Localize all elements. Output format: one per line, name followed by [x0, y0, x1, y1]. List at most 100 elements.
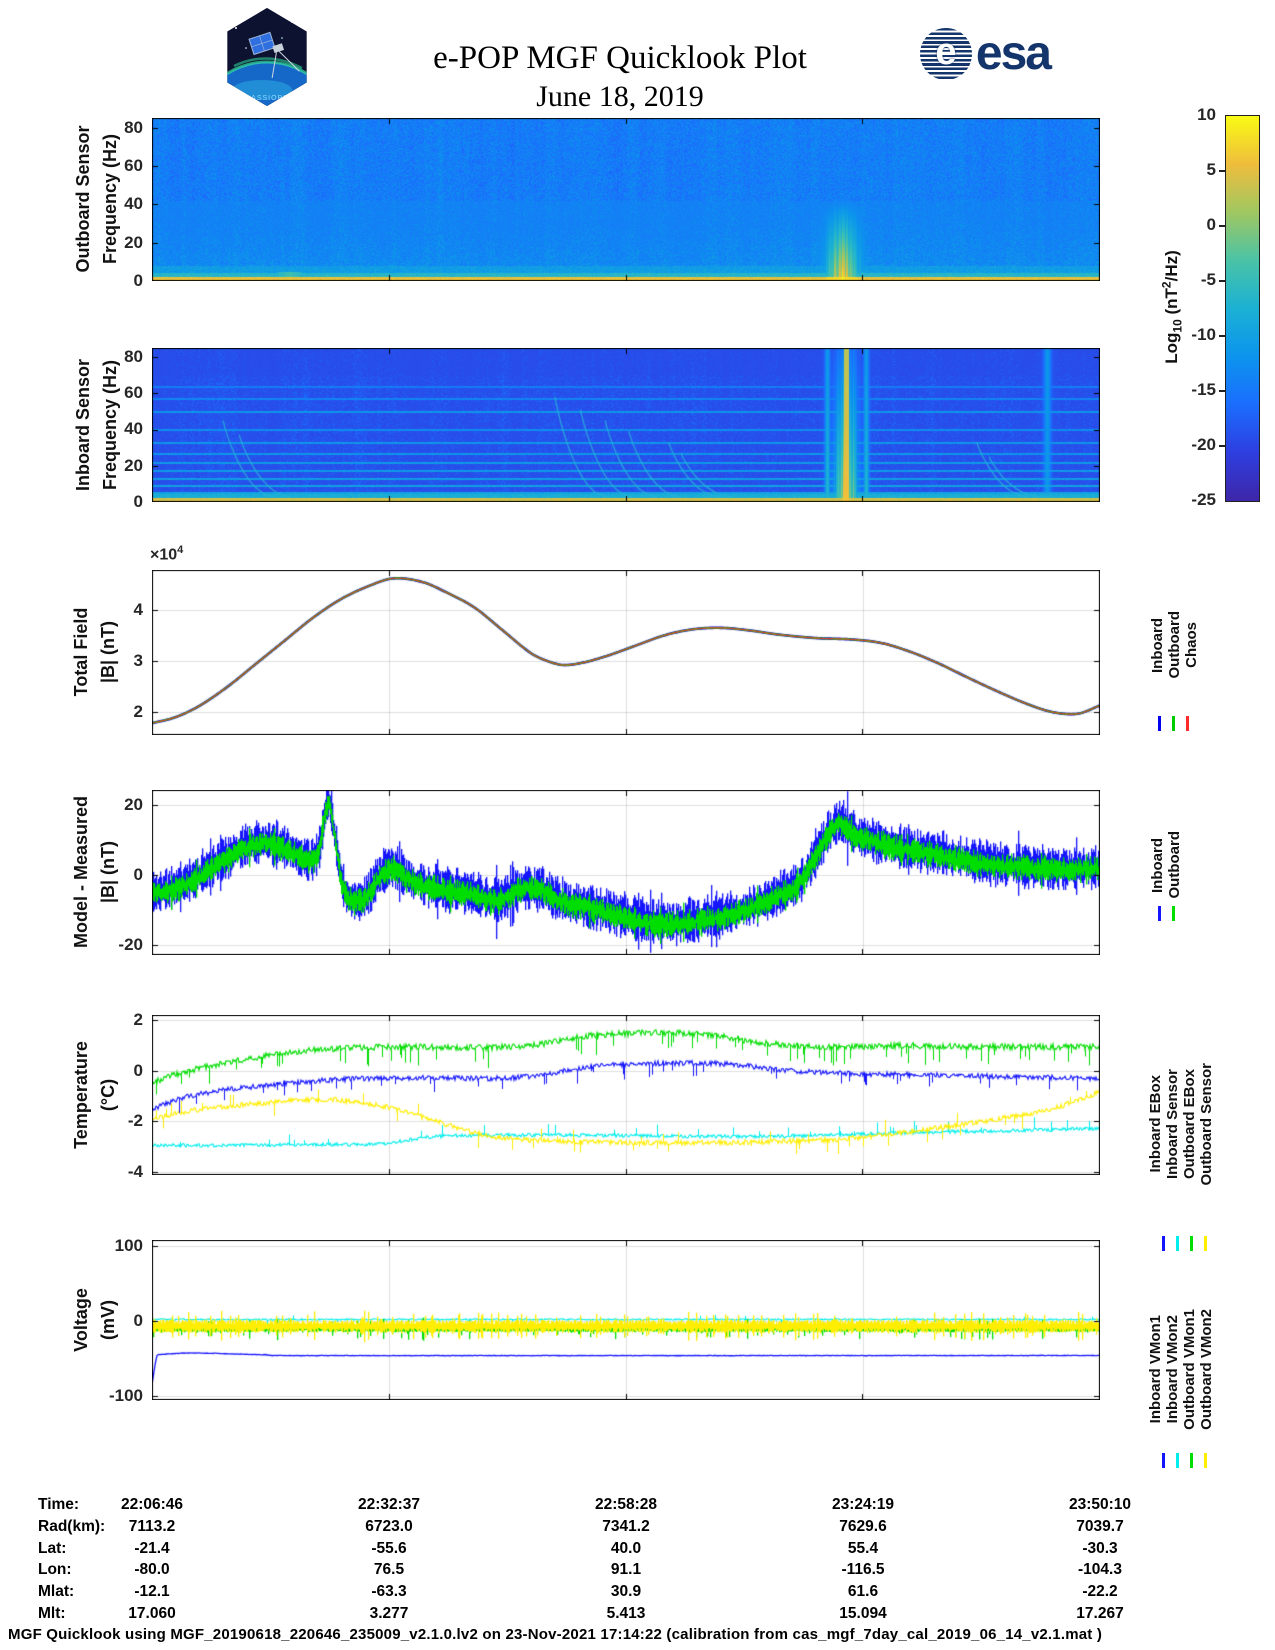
ytick: 0 [133, 492, 143, 511]
ytick: -2 [127, 1111, 143, 1130]
ytick: 40 [124, 419, 143, 438]
legend-mark [1158, 906, 1161, 921]
ytick: 80 [124, 118, 143, 137]
ytick: -4 [127, 1162, 143, 1181]
table-cell: 23:50:10 [1068, 1496, 1132, 1513]
model-minus-measured-plot-canvas [152, 790, 1100, 955]
voltage-plot-canvas [152, 1240, 1100, 1400]
table-cell: 17.267 [1076, 1605, 1124, 1622]
colorbar-tick: 10 [1197, 105, 1216, 124]
table-cell: 15.094 [839, 1605, 887, 1622]
ytick: 0 [133, 1311, 143, 1330]
esa-logo: e esa [920, 26, 1052, 82]
colorbar-tick: -5 [1200, 270, 1216, 289]
legend-label: Outboard VMon2 [1198, 1308, 1215, 1430]
table-cell: -80.0 [134, 1561, 170, 1578]
legend-label: Outboard [1166, 611, 1183, 679]
table-row-label: Rad(km): [38, 1518, 106, 1535]
table-cell: 7113.2 [128, 1518, 176, 1535]
legend-label: Inboard [1149, 837, 1166, 893]
axis-label-temperature: Temperature (°C) [68, 1041, 122, 1149]
esa-wordmark: esa [975, 27, 1052, 80]
temperature-plot-canvas [152, 1015, 1100, 1175]
legend-mark [1158, 716, 1161, 731]
ytick: 2 [133, 702, 143, 721]
colorbar [1225, 115, 1260, 502]
legend-label: Outboard [1166, 831, 1183, 899]
table-cell: 55.4 [847, 1540, 879, 1557]
ytick: 20 [124, 233, 143, 252]
table-cell: 30.9 [610, 1583, 642, 1600]
colorbar-tick: 5 [1206, 160, 1216, 179]
table-cell: -30.3 [1082, 1540, 1118, 1557]
cassiope-mission-patch-logo: CASSIOPE [227, 8, 307, 106]
legend-voltage: Inboard VMon1 Inboard VMon2 Outboard VMo… [1147, 1288, 1215, 1450]
table-row-label: Time: [38, 1496, 80, 1513]
table-cell: 5.413 [606, 1605, 646, 1622]
colorbar-label: Log10 (nT2/Hz) [1159, 250, 1185, 364]
legend-marks-voltage [1162, 1453, 1207, 1468]
ytick: 0 [133, 865, 143, 884]
table-row-label: Mlt: [38, 1605, 66, 1622]
table-cell: 7341.2 [602, 1518, 650, 1535]
table-cell: -116.5 [841, 1561, 885, 1578]
outboard-spectrogram-canvas [152, 118, 1100, 281]
cassiope-patch-art: CASSIOPE [227, 8, 307, 106]
legend-mark [1190, 1236, 1193, 1251]
table-row-label: Mlat: [38, 1583, 75, 1600]
table-cell: 22:58:28 [594, 1496, 658, 1513]
colorbar-tick-mark [1219, 170, 1225, 172]
legend-label: Inboard VMon1 [1147, 1314, 1164, 1424]
legend-total-field: Inboard Outboard Chaos [1149, 575, 1200, 715]
table-cell: 17.060 [128, 1605, 176, 1622]
ytick: 4 [133, 600, 143, 619]
ytick: -20 [118, 935, 143, 954]
legend-marks-total-field [1158, 716, 1189, 731]
legend-mark [1176, 1236, 1179, 1251]
ytick: 60 [124, 156, 143, 175]
ytick: 2 [133, 1010, 143, 1029]
ytick: 40 [124, 194, 143, 213]
legend-label: Inboard VMon2 [1164, 1314, 1181, 1424]
footer-provenance-note: MGF Quicklook using MGF_20190618_220646_… [8, 1626, 1103, 1643]
legend-mark [1176, 1453, 1179, 1468]
table-cell: 22:06:46 [120, 1496, 184, 1513]
legend-marks-model [1158, 906, 1175, 921]
colorbar-tick: -25 [1191, 490, 1216, 509]
table-cell: 76.5 [373, 1561, 405, 1578]
table-cell: 22:32:37 [357, 1496, 421, 1513]
table-cell: -21.4 [134, 1540, 170, 1557]
table-cell: -63.3 [371, 1583, 407, 1600]
legend-mark [1162, 1453, 1165, 1468]
table-cell: 7039.7 [1076, 1518, 1124, 1535]
legend-mark [1162, 1236, 1165, 1251]
ytick: 20 [124, 795, 143, 814]
legend-label: Inboard EBox [1147, 1075, 1164, 1173]
table-cell: 3.277 [369, 1605, 409, 1622]
colorbar-tick-mark [1219, 390, 1225, 392]
esa-globe-icon: e [920, 28, 972, 80]
legend-mark [1204, 1453, 1207, 1468]
table-cell: 61.6 [847, 1583, 879, 1600]
y-scale-exponent: ×104 [150, 544, 184, 564]
table-cell: -55.6 [371, 1540, 407, 1557]
ytick: -100 [108, 1386, 143, 1405]
ytick: 100 [114, 1236, 143, 1255]
colorbar-tick: -20 [1191, 435, 1216, 454]
total-field-plot-canvas [152, 570, 1100, 735]
legend-label: Inboard [1149, 617, 1166, 673]
table-cell: -12.1 [134, 1583, 170, 1600]
ytick: 60 [124, 383, 143, 402]
ytick: 0 [133, 271, 143, 290]
ytick: 0 [133, 1061, 143, 1080]
legend-label: Inboard Sensor [1164, 1068, 1181, 1180]
legend-mark [1190, 1453, 1193, 1468]
legend-label: Outboard VMon1 [1181, 1308, 1198, 1430]
colorbar-tick-mark [1219, 280, 1225, 282]
table-cell: -22.2 [1082, 1583, 1118, 1600]
colorbar-tick-mark [1219, 335, 1225, 337]
table-cell: 91.1 [610, 1561, 642, 1578]
ytick: 80 [124, 347, 143, 366]
ytick: 3 [133, 651, 143, 670]
